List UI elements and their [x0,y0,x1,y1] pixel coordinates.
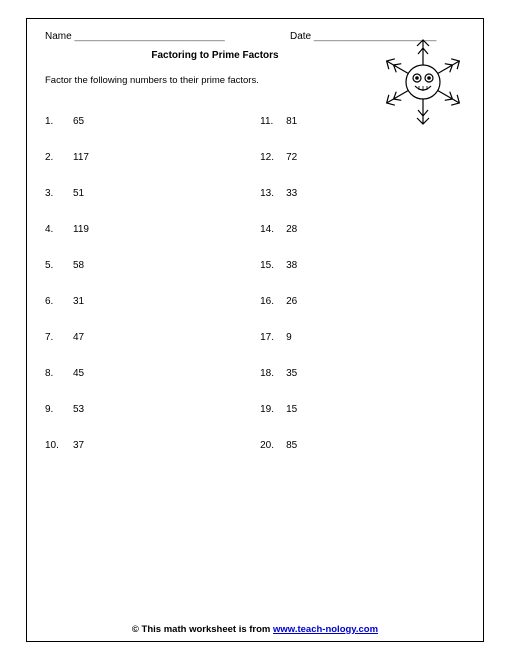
problem-row: 18.35 [260,368,465,379]
problem-row: 5.58 [45,260,260,271]
problem-number: 17. [260,332,286,343]
problem-row: 7.47 [45,332,260,343]
problem-number: 1. [45,116,73,127]
problem-number: 9. [45,404,73,415]
problem-row: 16.26 [260,296,465,307]
problem-row: 14.28 [260,224,465,235]
problem-number: 16. [260,296,286,307]
problem-value: 51 [73,188,260,199]
problem-row: 17.9 [260,332,465,343]
problem-row: 10.37 [45,440,260,451]
problem-row: 20.85 [260,440,465,451]
problem-row: 8.45 [45,368,260,379]
problem-number: 6. [45,296,73,307]
title-row: Factoring to Prime Factors Factor the fo… [45,50,465,86]
problem-number: 8. [45,368,73,379]
problem-row: 6.31 [45,296,260,307]
problems-column-right: 11.8112.7213.3314.2815.3816.2617.918.351… [260,116,465,476]
problem-number: 14. [260,224,286,235]
problem-row: 4.119 [45,224,260,235]
name-label: Name [45,31,72,42]
problem-value: 58 [73,260,260,271]
problem-number: 11. [260,116,286,127]
problem-value: 15 [286,404,465,415]
date-label: Date [290,31,311,42]
problem-value: 119 [73,224,260,235]
problem-value: 47 [73,332,260,343]
problem-number: 20. [260,440,286,451]
problem-number: 5. [45,260,73,271]
footer-prefix: © This math worksheet is from [132,624,273,635]
problem-value: 45 [73,368,260,379]
problem-row: 2.117 [45,152,260,163]
problem-value: 35 [286,368,465,379]
problem-number: 15. [260,260,286,271]
footer-link[interactable]: www.teach-nology.com [273,624,378,635]
problem-row: 15.38 [260,260,465,271]
problem-row: 12.72 [260,152,465,163]
problem-value: 28 [286,224,465,235]
problem-value: 37 [73,440,260,451]
problem-value: 117 [73,152,260,163]
problem-number: 3. [45,188,73,199]
problem-row: 1.65 [45,116,260,127]
name-field: Name ___________________________ [45,31,290,42]
footer-attribution: © This math worksheet is from www.teach-… [27,624,483,635]
problem-number: 4. [45,224,73,235]
problem-number: 10. [45,440,73,451]
worksheet-page: Name ___________________________ Date __… [26,18,484,642]
snowflake-icon [373,32,473,132]
problem-value: 31 [73,296,260,307]
problems-container: 1.65 2.117 3.51 4.119 5.58 6.31 7.47 8.45 9.53 10… [45,116,465,476]
problem-row: 3.51 [45,188,260,199]
problem-value: 65 [73,116,260,127]
problem-value: 33 [286,188,465,199]
problem-number: 12. [260,152,286,163]
problem-number: 13. [260,188,286,199]
problems-column-left: 1.65 2.117 3.51 4.119 5.58 6.31 7.47 8.45 9.53 10… [45,116,260,476]
problem-number: 7. [45,332,73,343]
problem-number: 18. [260,368,286,379]
problem-row: 13.33 [260,188,465,199]
problem-number: 2. [45,152,73,163]
problem-value: 38 [286,260,465,271]
problem-row: 9.53 [45,404,260,415]
name-line: ___________________________ [74,31,224,42]
problem-number: 19. [260,404,286,415]
problem-value: 85 [286,440,465,451]
problem-value: 72 [286,152,465,163]
problem-value: 53 [73,404,260,415]
problem-row: 19.15 [260,404,465,415]
problem-value: 9 [286,332,465,343]
problem-value: 26 [286,296,465,307]
